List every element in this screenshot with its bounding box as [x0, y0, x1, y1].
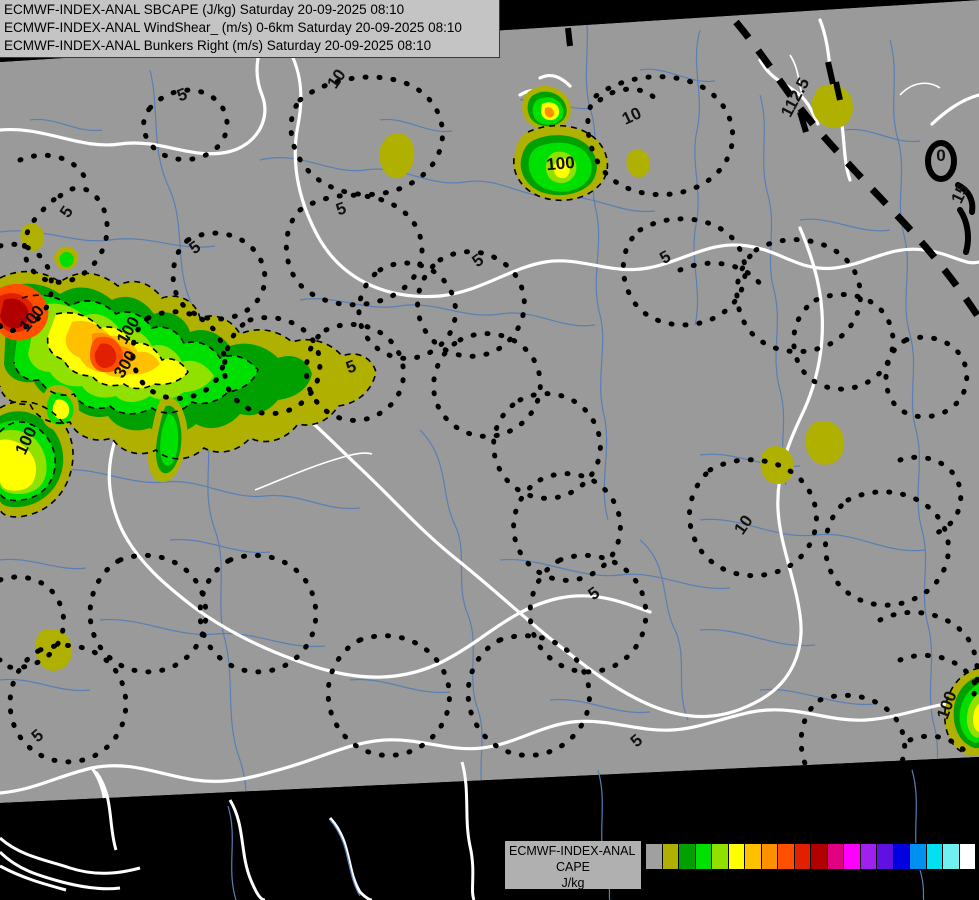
legend-panel: ECMWF-INDEX-ANAL CAPE J/kg 100 300 500 700 9… [505, 841, 979, 900]
colorbar-tick-3000: 3000 [786, 872, 816, 887]
colorbar-tick-100: 100 [658, 872, 680, 887]
cape-blob-yellow-5 [35, 628, 73, 671]
colorbar-swatch-4 [712, 844, 729, 869]
cape-blob-yellow-4 [805, 420, 845, 465]
legend-model-label: ECMWF-INDEX-ANAL [509, 844, 636, 858]
colorbar-tick-300: 300 [674, 872, 697, 887]
interior-borders-layer [254, 54, 941, 491]
south-borders-layer [0, 761, 476, 900]
colorbar-swatch-11 [827, 844, 844, 869]
colorbar-wrapper: 100 300 500 700 900 1250 1750 2250 3000 5000 [645, 843, 978, 892]
colorbar-swatch-1 [662, 844, 679, 869]
colorbar-swatch-7 [761, 844, 778, 869]
colorbar-swatch-18 [943, 844, 960, 869]
colorbar-swatch-5 [728, 844, 745, 869]
cape-blob-north-small [522, 86, 571, 130]
colorbar-tick-5000: 5000 [803, 872, 833, 887]
colorbar-swatch-16 [910, 844, 927, 869]
cape-blob-north-central [513, 125, 608, 201]
cape-blob-sliver [148, 396, 188, 483]
colorbar-swatch-6 [745, 844, 762, 869]
colorbar-swatch-17 [926, 844, 943, 869]
cape-blob-southwest [0, 401, 74, 517]
colorbar-swatch-12 [844, 844, 861, 869]
title-panel: ECMWF-INDEX-ANAL SBCAPE (J/kg) Saturday … [0, 0, 500, 58]
title-line-sbcape: ECMWF-INDEX-ANAL SBCAPE (J/kg) Saturday … [4, 2, 405, 17]
colorbar-swatch-8 [778, 844, 795, 869]
colorbar-swatch-2 [679, 844, 696, 869]
cape-blob-southeast [944, 668, 979, 757]
colorbar-swatch-13 [860, 844, 877, 869]
bunkers-tick-marks [565, 27, 843, 133]
colorbar-tick-700: 700 [707, 872, 730, 887]
title-line-windshear: ECMWF-INDEX-ANAL WindShear_ (m/s) 0-6km … [4, 20, 462, 35]
legend-parameter-label: CAPE [555, 860, 591, 874]
colorbar-tick-labels: 100 300 500 700 900 1250 1750 2250 3000 5000 [645, 872, 978, 892]
title-line-bunkers-right: ECMWF-INDEX-ANAL Bunkers Right (m/s) Sat… [4, 38, 432, 53]
windshear-contours-layer [0, 74, 979, 797]
cape-blob-yellow-3 [811, 84, 853, 129]
contour-label-100-11: 100 [546, 153, 576, 174]
cape-blob-west [0, 271, 376, 459]
cape-blob-yellow-1 [379, 133, 415, 179]
cape-shaded-layer [0, 84, 979, 757]
model-domain-area [0, 0, 979, 803]
colorbar-tick-500: 500 [691, 872, 713, 887]
colorbar-swatch-14 [877, 844, 894, 869]
colorbar-tick-1250: 1250 [737, 872, 767, 887]
colorbar-tick-2250: 2250 [770, 872, 800, 887]
colorbar-swatch-3 [695, 844, 712, 869]
colorbar-tick-1750: 1750 [753, 872, 783, 887]
bunkers-contour-layer [733, 19, 979, 320]
cape-blob-yellow-2 [626, 149, 650, 178]
legend-units-label: J/kg [561, 876, 585, 890]
colorbar[interactable] [645, 843, 976, 870]
contour-label-0-4: 0 [936, 146, 945, 165]
colorbar-swatch-9 [794, 844, 811, 869]
cape-blob-small-center [41, 385, 79, 431]
colorbar-tick-900: 900 [724, 872, 746, 887]
colorbar-swatch-10 [811, 844, 828, 869]
legend-text-box: ECMWF-INDEX-ANAL CAPE J/kg [505, 841, 641, 890]
colorbar-swatch-0 [646, 844, 663, 869]
bunkers-contour-tail [955, 182, 976, 255]
bunkers-contour-zero-loop [925, 140, 957, 182]
colorbar-swatch-19 [959, 844, 975, 869]
colorbar-swatch-15 [893, 844, 910, 869]
